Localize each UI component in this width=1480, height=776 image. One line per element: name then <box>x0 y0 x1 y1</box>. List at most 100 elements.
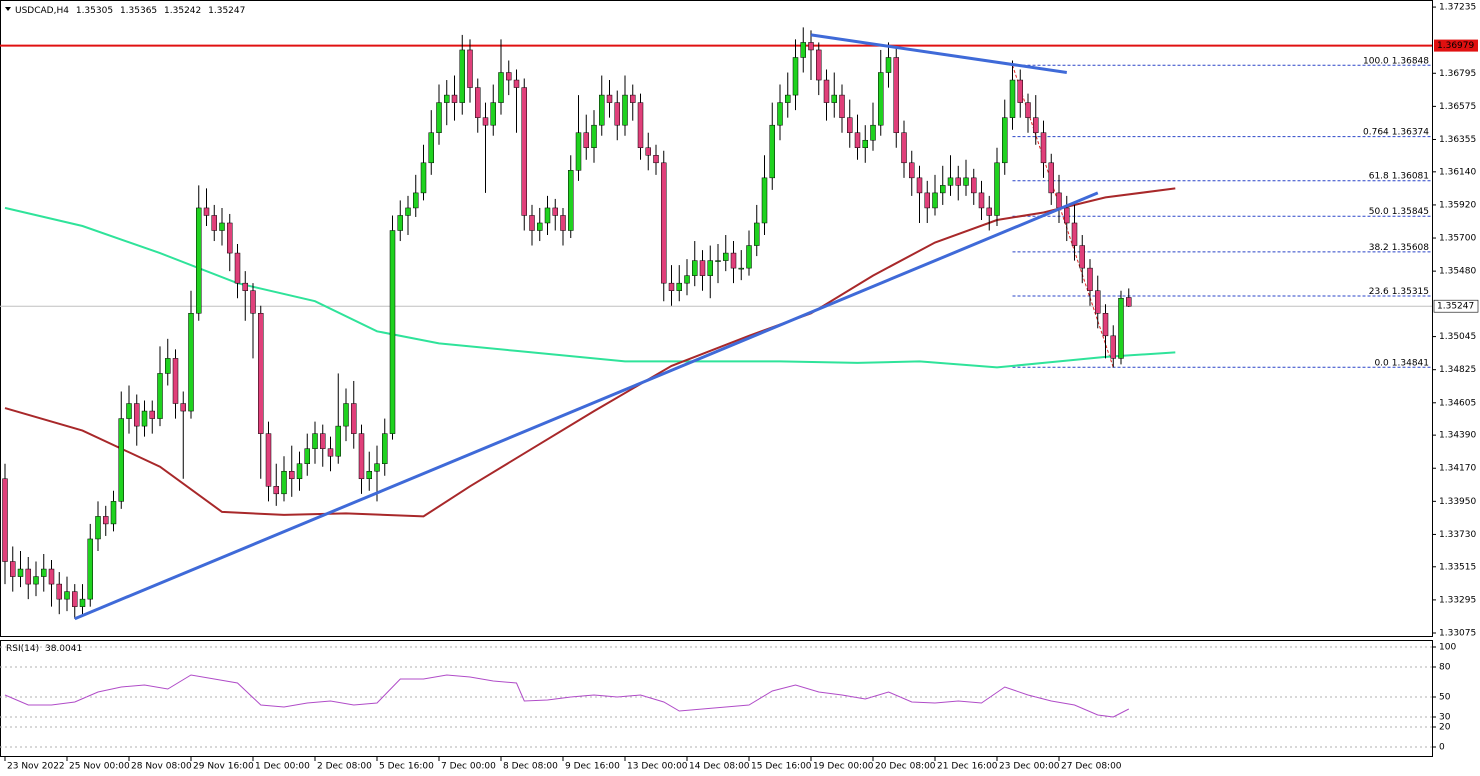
candle-body <box>366 470 372 480</box>
candle-body <box>1056 192 1062 209</box>
candle-body <box>699 260 706 276</box>
x-tick-label: 19 Dec 00:00 <box>813 762 874 772</box>
candle-body <box>529 215 535 231</box>
candle-body <box>994 162 1000 216</box>
candle-body <box>684 275 690 284</box>
candle-body <box>490 102 496 126</box>
high: 1.35365 <box>120 6 157 16</box>
y-tick-label: 1.34390 <box>1439 431 1476 441</box>
open: 1.35305 <box>76 6 113 16</box>
candle-body <box>343 403 349 427</box>
candle-body <box>2 478 8 562</box>
x-tick-label: 2 Dec 08:00 <box>317 762 372 772</box>
candle-body <box>296 463 303 480</box>
candle-body <box>591 124 597 149</box>
fib-label: 23.6 1.35315 <box>1369 286 1429 296</box>
candle-body <box>537 222 543 231</box>
candle-body <box>312 433 318 449</box>
candle-body <box>397 215 403 231</box>
x-tick-label: 13 Dec 00:00 <box>627 762 688 772</box>
candle-body <box>118 418 124 502</box>
candle-body <box>1110 335 1116 359</box>
fib-label: 0.764 1.36374 <box>1363 127 1429 137</box>
x-tick-label: 27 Dec 08:00 <box>1061 762 1122 772</box>
menu-arrow <box>5 7 11 11</box>
rsi-title: RSI(14) <box>6 644 39 654</box>
candle-body <box>1102 313 1109 337</box>
y-tick-label: 1.36355 <box>1439 135 1476 145</box>
candle-body <box>506 72 512 81</box>
candle-body <box>599 94 605 126</box>
resistance-price: 1.36979 <box>1437 41 1474 51</box>
candle-body <box>320 433 326 449</box>
fib-level-name: 50.0 <box>1369 207 1389 217</box>
candle-body <box>854 132 861 149</box>
candle-body <box>459 49 465 103</box>
candle-body <box>560 215 566 231</box>
candle-body <box>1126 297 1132 307</box>
candle-body <box>196 207 202 314</box>
close: 1.35247 <box>208 6 245 16</box>
candle-body <box>1017 79 1023 103</box>
candle-body <box>769 124 775 179</box>
candle-body <box>916 177 923 194</box>
candle-body <box>250 290 256 314</box>
x-tick-label: 15 Dec 16:00 <box>751 762 812 772</box>
candle-body <box>924 192 930 209</box>
candle-body <box>955 177 961 186</box>
fib-label: 50.0 1.35845 <box>1369 207 1429 217</box>
y-tick-label: 1.33730 <box>1439 530 1476 540</box>
candle-body <box>289 470 295 480</box>
candle-body <box>95 516 101 540</box>
resistance-price-box <box>1434 39 1478 52</box>
candle-body <box>668 282 675 291</box>
candle-body <box>816 49 822 81</box>
fib-label: 100.0 1.36848 <box>1363 56 1429 66</box>
rsi-tick-label: 80 <box>1439 663 1451 673</box>
candle-body <box>947 177 954 186</box>
fib-diagonal <box>1012 65 1114 368</box>
candle-body <box>575 132 582 171</box>
y-tick-label: 1.35045 <box>1439 332 1476 342</box>
candle-body <box>544 207 551 224</box>
candle-body <box>389 230 396 434</box>
y-tick-label: 1.34825 <box>1439 365 1476 375</box>
x-tick-label: 7 Dec 00:00 <box>441 762 496 772</box>
candle-body <box>823 79 830 103</box>
candle-body <box>932 192 938 209</box>
candle-body <box>444 94 450 103</box>
x-tick-label: 29 Nov 16:00 <box>193 762 254 772</box>
candle-body <box>358 433 365 480</box>
rsi-tick-label: 30 <box>1439 713 1451 723</box>
x-tick-label: 1 Dec 00:00 <box>255 762 310 772</box>
candle-body <box>1025 102 1031 118</box>
candle-body <box>808 42 814 51</box>
candle-body <box>25 568 31 585</box>
candle-body <box>1087 267 1093 291</box>
rsi-current: 38.0041 <box>45 644 82 654</box>
candle-body <box>870 124 876 141</box>
x-tick-label: 25 Nov 00:00 <box>69 762 130 772</box>
candle-body <box>17 568 24 577</box>
candle-body <box>33 576 39 585</box>
y-tick-label: 1.33515 <box>1439 562 1476 572</box>
candle-body <box>777 102 783 126</box>
x-tick-label: 23 Nov 2022 <box>7 762 65 772</box>
candle-body <box>653 155 659 164</box>
candle-body <box>552 207 558 216</box>
candle-body <box>513 79 520 88</box>
candle-body <box>203 207 210 216</box>
candle-body <box>103 516 109 525</box>
y-tick-label: 1.36795 <box>1439 69 1476 79</box>
rsi-tick-label: 50 <box>1439 693 1451 703</box>
candle-body <box>909 162 915 179</box>
low: 1.35242 <box>164 6 201 16</box>
rsi-panel <box>0 640 1433 757</box>
candle-body <box>1118 297 1124 359</box>
candle-body <box>568 170 574 231</box>
fib-level-name: 0.0 <box>1374 358 1389 368</box>
candle-body <box>800 42 806 58</box>
candle-body <box>901 132 907 164</box>
candle-body <box>637 102 644 149</box>
candle-body <box>242 282 248 291</box>
